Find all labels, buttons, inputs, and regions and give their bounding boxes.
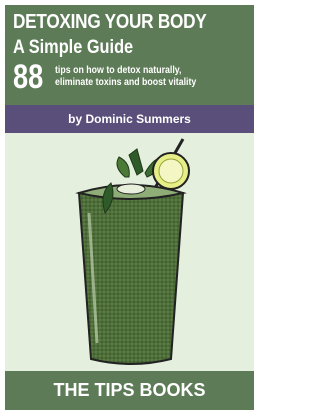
author: by Dominic Summers: [5, 105, 254, 133]
tip-count: 88: [13, 60, 43, 94]
page: DETOXING YOUR BODY A Simple Guide 88 tip…: [0, 0, 259, 415]
header-band: DETOXING YOUR BODY A Simple Guide 88 tip…: [5, 5, 254, 105]
tagline: tips on how to detox naturally, eliminat…: [55, 65, 196, 89]
tagline-line: tips on how to detox naturally,: [55, 65, 196, 77]
subtitle: A Simple Guide: [13, 37, 133, 59]
glass-illustration: [5, 133, 254, 371]
book-cover: DETOXING YOUR BODY A Simple Guide 88 tip…: [5, 5, 254, 410]
footer: THE TIPS BOOKS: [5, 371, 254, 410]
title: DETOXING YOUR BODY: [13, 11, 207, 34]
tagline-line: eliminate toxins and boost vitality: [55, 77, 196, 89]
